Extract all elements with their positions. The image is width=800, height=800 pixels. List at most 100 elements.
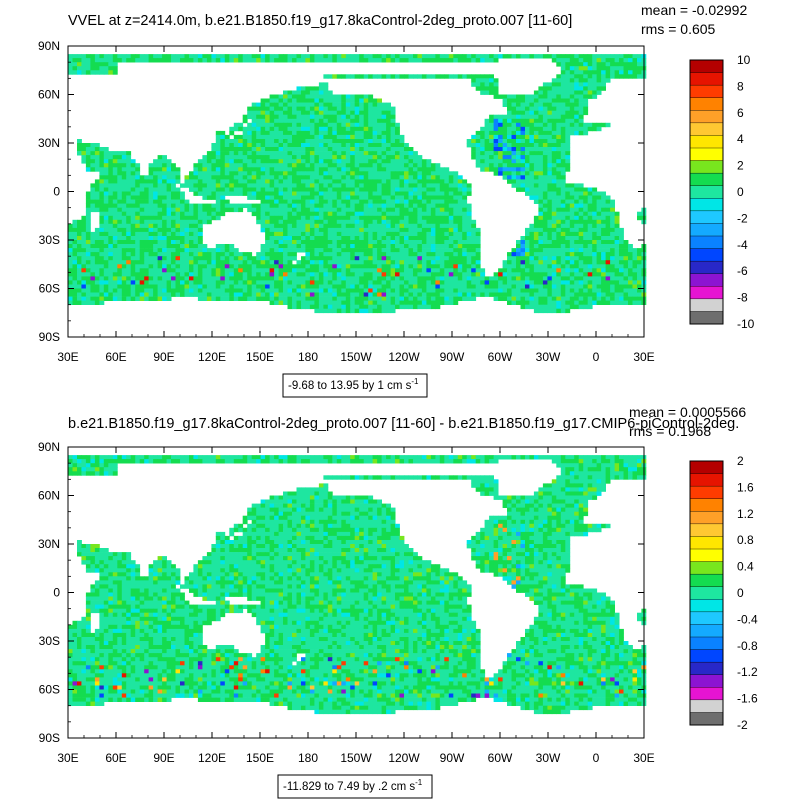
map-cell	[175, 187, 181, 192]
map-cell	[108, 163, 114, 168]
map-cell	[408, 284, 414, 289]
map-cell	[417, 252, 423, 257]
map-cell	[596, 231, 602, 237]
map-cell	[417, 171, 423, 176]
map-cell	[596, 248, 602, 253]
map-cell	[72, 62, 78, 67]
map-cell	[283, 248, 288, 253]
map-cell	[413, 171, 418, 176]
map-cell	[292, 187, 297, 192]
map-cell	[332, 183, 338, 188]
map-cell	[368, 94, 374, 99]
map-cell	[283, 183, 288, 188]
map-cell	[372, 106, 378, 111]
map-cell	[108, 199, 114, 204]
map-cell	[610, 231, 615, 237]
map-cell	[426, 191, 432, 196]
map-cell	[189, 207, 194, 213]
map-cell	[175, 240, 181, 245]
map-cell	[569, 102, 575, 107]
map-cell	[560, 191, 566, 196]
map-cell	[430, 264, 436, 269]
map-cell	[430, 284, 436, 289]
map-cell	[229, 244, 235, 249]
map-cell	[363, 240, 369, 245]
map-cell	[184, 244, 190, 249]
map-cell	[547, 211, 553, 217]
map-cell	[211, 195, 217, 200]
map-cell	[444, 288, 450, 293]
map-cell	[238, 284, 244, 289]
map-cell	[274, 264, 279, 269]
map-cell	[301, 248, 306, 253]
map-cell	[117, 260, 123, 265]
map-cell	[605, 211, 611, 217]
map-cell	[529, 175, 535, 180]
map-cell	[547, 163, 553, 168]
map-cell	[592, 187, 598, 192]
map-cell	[533, 240, 539, 245]
map-cell	[551, 284, 557, 289]
map-cell	[130, 171, 136, 176]
map-cell	[251, 134, 257, 140]
map-cell	[345, 264, 351, 269]
map-cell	[265, 171, 270, 176]
map-cell	[117, 203, 123, 208]
map-cell	[224, 151, 230, 156]
map-cell	[197, 231, 203, 237]
map-cell	[502, 268, 508, 273]
map-cell	[309, 147, 315, 152]
map-cell	[525, 231, 530, 237]
map-cell	[202, 155, 208, 160]
map-cell	[139, 268, 145, 273]
map-cell	[220, 155, 226, 160]
map-cell	[578, 54, 584, 59]
map-cell	[215, 211, 221, 217]
map-cell	[189, 223, 194, 229]
map-cell	[215, 54, 221, 59]
map-cell	[323, 256, 329, 261]
map-cell	[139, 219, 145, 225]
map-cell	[426, 167, 432, 172]
map-cell	[471, 280, 477, 285]
map-cell	[480, 58, 486, 63]
map-cell	[390, 284, 396, 289]
map-cell	[162, 203, 167, 208]
map-cell	[305, 159, 311, 164]
map-cell	[314, 58, 320, 63]
map-cell	[215, 147, 221, 152]
map-cell	[377, 264, 382, 269]
map-cell	[274, 256, 279, 261]
map-cell	[206, 276, 212, 281]
map-cell	[309, 126, 315, 132]
map-cell	[301, 143, 306, 148]
map-cell	[542, 272, 548, 277]
map-cell	[408, 155, 414, 160]
map-cell	[556, 231, 562, 237]
map-cell	[242, 163, 248, 168]
map-cell	[493, 54, 499, 59]
map-cell	[139, 227, 145, 233]
map-cell	[395, 74, 400, 79]
map-cell	[99, 256, 105, 261]
map-cell	[318, 90, 324, 95]
map-cell	[314, 276, 320, 281]
map-cell	[493, 86, 499, 91]
map-cell	[560, 118, 566, 124]
map-cell	[372, 147, 378, 152]
map-cell	[637, 215, 642, 221]
map-cell	[269, 215, 275, 221]
map-cell	[336, 102, 342, 107]
map-cell	[538, 268, 544, 273]
map-cell	[480, 139, 486, 144]
map-cell	[569, 268, 575, 273]
map-cell	[112, 252, 118, 257]
map-cell	[215, 264, 221, 269]
map-cell	[265, 187, 270, 192]
map-cell	[525, 248, 530, 253]
map-cell	[265, 98, 270, 103]
map-cell	[211, 280, 217, 285]
map-cell	[538, 102, 544, 107]
map-cell	[377, 284, 382, 289]
map-cell	[108, 187, 114, 192]
